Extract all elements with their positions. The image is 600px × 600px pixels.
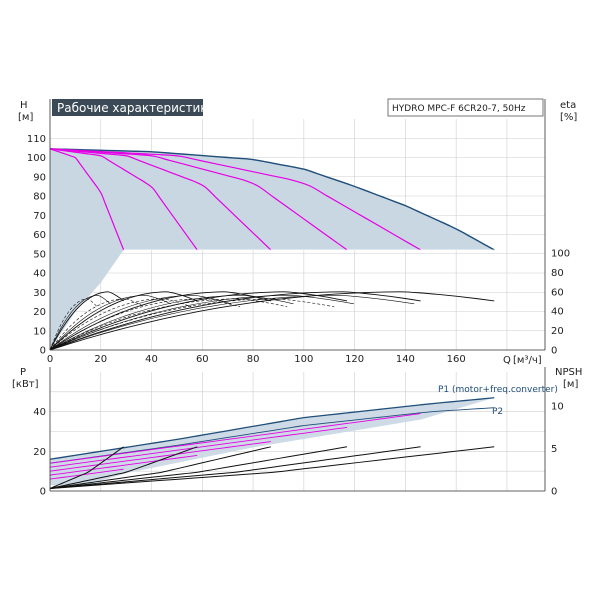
- efficiency-curve-3-3: [49, 298, 192, 351]
- flow-tick-label: 80: [247, 354, 260, 365]
- head-tick-label: 30: [33, 288, 46, 299]
- eta-tick-label: 80: [551, 268, 564, 279]
- eta-tick-label: 40: [551, 307, 564, 318]
- speed-curve-3: [49, 148, 272, 251]
- flow-tick-label: 160: [447, 354, 466, 365]
- title-box: [52, 99, 203, 116]
- eta-tick-label: 60: [551, 287, 564, 298]
- flow-axis-label: Q: [503, 355, 511, 366]
- head-tick-label: 100: [27, 153, 46, 164]
- efficiency-curve-3-2: [49, 294, 232, 351]
- npsh-curve-1: [49, 446, 124, 489]
- power-tick-label: 40: [33, 407, 46, 418]
- head-axis-unit: [м]: [18, 112, 33, 123]
- npsh-curve-3: [49, 446, 271, 489]
- speed-curve-4: [49, 148, 348, 251]
- legend-p2: P2: [492, 407, 503, 417]
- power-axis-unit: [кВт]: [12, 379, 39, 390]
- efficiency-curve-1-1: [49, 291, 124, 351]
- npsh-curve-6: [49, 446, 495, 489]
- flow-axis-unit: [м³/ч]: [513, 355, 542, 366]
- flow-tick-label: 20: [94, 354, 107, 365]
- head-tick-label: 90: [33, 172, 46, 183]
- npsh-tick-label: 0: [551, 487, 557, 498]
- head-tick-label: 80: [33, 192, 46, 203]
- efficiency-curve-1-3: [49, 298, 98, 351]
- power-envelope: [50, 397, 495, 488]
- efficiency-curve-5-2: [49, 294, 354, 351]
- flow-tick-label: 140: [396, 354, 415, 365]
- npsh-curve-5: [49, 446, 421, 489]
- power-speed-curve-2: [49, 454, 198, 476]
- eta-tick-label: 100: [551, 249, 570, 260]
- flow-tick-label: 100: [294, 354, 313, 365]
- efficiency-curve-4-2: [49, 294, 294, 351]
- flow-tick-label: 60: [196, 354, 209, 365]
- power-speed-curve-4: [49, 426, 348, 468]
- npsh-curve-2: [49, 446, 198, 489]
- efficiency-curve-2-3: [49, 298, 145, 351]
- curve-layer: [49, 148, 495, 489]
- power-speed-curve-5: [49, 413, 421, 464]
- npsh-axis-label: NPSH: [555, 367, 582, 378]
- head-tick-label: 60: [33, 230, 46, 241]
- npsh-tick-label: 10: [551, 402, 564, 413]
- envelope-layer: [50, 148, 495, 488]
- head-tick-label: 110: [27, 134, 46, 145]
- npsh-tick-label: 5: [551, 444, 557, 455]
- efficiency-curve-4-3: [49, 298, 241, 351]
- head-tick-label: 20: [33, 307, 46, 318]
- chart-title: Рабочие характеристики: [57, 101, 215, 115]
- power-speed-curve-3: [49, 441, 271, 472]
- efficiency-curve-1-2: [49, 294, 111, 351]
- efficiency-curve-2-2: [49, 294, 171, 351]
- head-tick-label: 0: [40, 346, 46, 357]
- model-box: [387, 98, 544, 117]
- eta-axis-label: eta: [560, 100, 576, 111]
- flow-tick-label: 0: [47, 354, 53, 365]
- efficiency-curve-6-1: [49, 291, 495, 351]
- legend-p1: P1 (motor+freq.converter): [438, 385, 558, 395]
- power-axis-label: P: [20, 367, 26, 378]
- head-tick-label: 40: [33, 269, 46, 280]
- head-tick-label: 10: [33, 326, 46, 337]
- efficiency-curve-6-3: [49, 298, 335, 351]
- efficiency-curve-6-2: [49, 294, 415, 351]
- power-tick-label: 20: [33, 447, 46, 458]
- speed-curve-1: [49, 148, 125, 251]
- head-axis-label: H: [20, 100, 28, 111]
- eta-axis-unit: [%]: [560, 112, 577, 123]
- speed-curve-2: [49, 148, 198, 251]
- npsh-axis-unit: [м]: [563, 379, 578, 390]
- power-speed-curve-1: [49, 468, 124, 480]
- power-curve-p2: [49, 407, 495, 464]
- power-tick-label: 0: [40, 487, 46, 498]
- head-tick-label: 50: [33, 249, 46, 260]
- speed-curve-5: [49, 148, 421, 251]
- operating-envelope: [50, 148, 495, 350]
- efficiency-curve-4-1: [49, 291, 348, 351]
- eta-tick-label: 20: [551, 326, 564, 337]
- head-tick-label: 70: [33, 211, 46, 222]
- flow-tick-label: 120: [345, 354, 364, 365]
- head-max-curve: [49, 148, 495, 251]
- flow-tick-label: 40: [145, 354, 158, 365]
- eta-tick-label: 0: [551, 346, 557, 357]
- npsh-curve-4: [49, 446, 348, 489]
- model-label: HYDRO MPC-F 6CR20-7, 50Hz: [392, 104, 526, 114]
- power-curve-p1: [49, 397, 495, 460]
- efficiency-curve-2-1: [49, 291, 198, 351]
